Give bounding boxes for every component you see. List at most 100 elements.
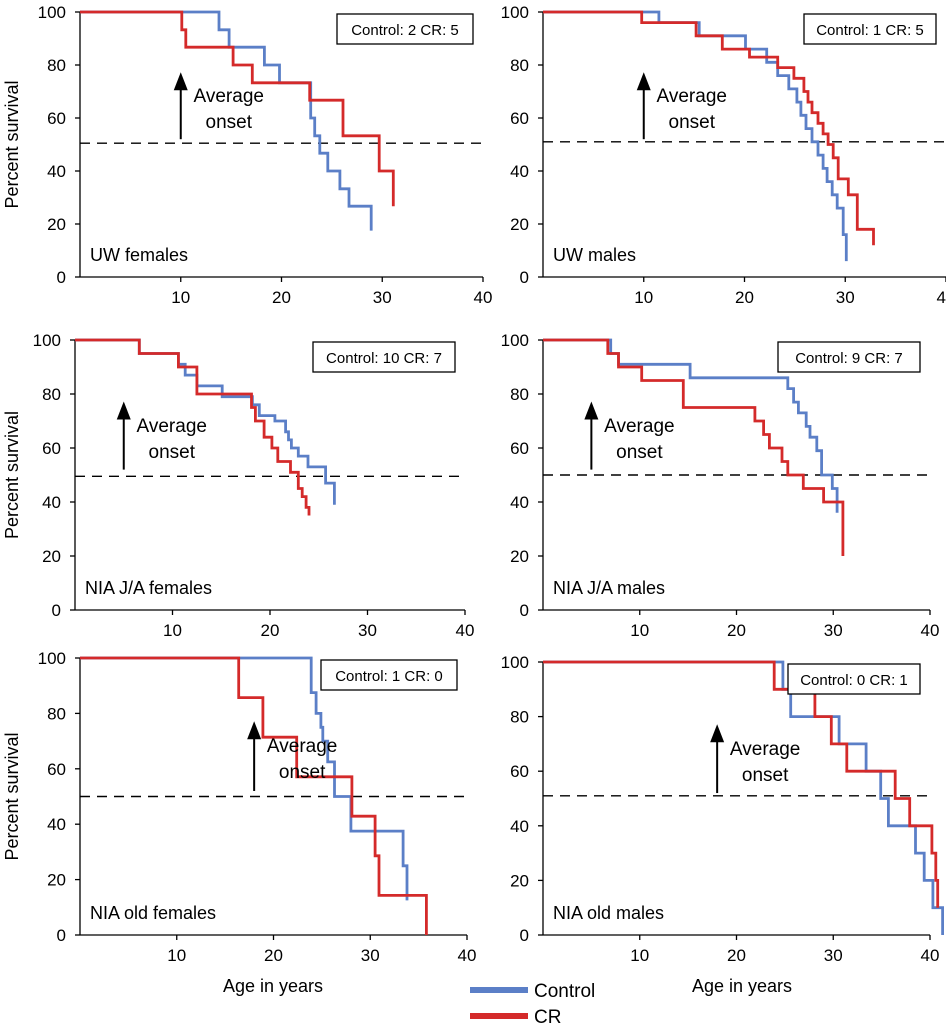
- x-tick-label: 20: [727, 621, 746, 640]
- x-tick-label: 20: [727, 946, 746, 965]
- y-tick-label: 0: [520, 601, 529, 620]
- y-tick-label: 20: [47, 871, 66, 890]
- y-tick-label: 40: [47, 815, 66, 834]
- series-line-control: [543, 660, 944, 935]
- annotation-text: Control: 9 CR: 7: [795, 350, 903, 367]
- onset-arrow-head: [710, 724, 725, 743]
- panel-title: UW females: [90, 245, 188, 265]
- y-tick-label: 100: [38, 649, 66, 668]
- x-tick-label: 30: [361, 946, 380, 965]
- y-tick-label: 60: [47, 760, 66, 779]
- series-line-cr: [80, 656, 428, 935]
- y-tick-label: 0: [52, 601, 61, 620]
- y-tick-label: 80: [47, 56, 66, 75]
- y-axis-title: Percent survival: [2, 411, 22, 539]
- y-tick-label: 20: [510, 871, 529, 890]
- y-tick-label: 0: [57, 268, 66, 287]
- y-tick-label: 0: [520, 926, 529, 945]
- y-tick-label: 0: [57, 926, 66, 945]
- x-tick-label: 30: [824, 946, 843, 965]
- onset-arrow-head: [584, 401, 599, 420]
- panel-title: NIA old males: [553, 903, 664, 923]
- y-tick-label: 20: [42, 547, 61, 566]
- onset-arrow-head: [636, 72, 651, 91]
- y-tick-label: 100: [33, 331, 61, 350]
- onset-label-line2: onset: [669, 112, 716, 133]
- y-tick-label: 40: [42, 493, 61, 512]
- x-tick-label: 10: [167, 946, 186, 965]
- legend: Control CR: [470, 981, 595, 1028]
- chart-panel-3: 0 20 40 60 80 100 10 20 30 40 Percent survival Cont…: [2, 331, 474, 640]
- series-line-cr: [543, 10, 875, 246]
- x-tick-label: 40: [921, 621, 940, 640]
- annotation-text: Control: 1 CR: 5: [816, 22, 924, 39]
- x-tick-label: 40: [921, 946, 940, 965]
- y-tick-label: 60: [510, 109, 529, 128]
- x-tick-label: 30: [836, 288, 855, 307]
- y-tick-label: 20: [47, 215, 66, 234]
- series-line-cr: [543, 338, 845, 556]
- x-tick-label: 10: [630, 621, 649, 640]
- legend-label-control: Control: [534, 981, 595, 1002]
- x-tick-label: 30: [824, 621, 843, 640]
- x-tick-label: 30: [358, 621, 377, 640]
- annotation-text: Control: 0 CR: 1: [800, 672, 908, 689]
- y-axis-title: Percent survival: [2, 732, 22, 860]
- onset-label-line2: onset: [149, 442, 196, 463]
- series-line-control: [80, 656, 409, 901]
- annotation-box: [777, 341, 921, 373]
- onset-arrow-head: [247, 721, 262, 740]
- annotation-box: [312, 341, 456, 373]
- x-tick-label: 30: [373, 288, 392, 307]
- y-tick-label: 60: [47, 109, 66, 128]
- series-line-control: [543, 10, 848, 262]
- chart-panel-6: 0 20 40 60 80 100 10 20 30 40 Control: 0 CR: 1 NIA …: [501, 653, 944, 965]
- onset-label-line2: onset: [742, 765, 789, 786]
- onset-label-line2: onset: [279, 762, 326, 783]
- y-tick-label: 40: [510, 493, 529, 512]
- onset-arrow-head: [116, 401, 131, 420]
- y-tick-label: 80: [42, 385, 61, 404]
- onset-arrow-head: [173, 72, 188, 91]
- panel-title: NIA J/A males: [553, 578, 665, 598]
- x-tick-label: 40: [937, 288, 946, 307]
- y-tick-label: 40: [510, 162, 529, 181]
- y-tick-label: 80: [47, 704, 66, 723]
- x-axis-title-left: Age in years: [223, 976, 323, 996]
- annotation-box: [336, 13, 474, 45]
- x-tick-label: 20: [264, 946, 283, 965]
- series-line-cr: [75, 338, 311, 516]
- chart-panel-2: 0 20 40 60 80 100 10 20 30 40 Control: 1 CR: 5 UW m…: [501, 3, 946, 307]
- panel-title: NIA old females: [90, 903, 216, 923]
- x-axis-title-right: Age in years: [692, 976, 792, 996]
- y-tick-label: 40: [47, 162, 66, 181]
- y-tick-label: 80: [510, 56, 529, 75]
- x-tick-label: 10: [634, 288, 653, 307]
- y-tick-label: 100: [38, 3, 66, 22]
- annotation-box: [787, 663, 921, 695]
- onset-label-line1: Average: [730, 739, 800, 760]
- panel-title: UW males: [553, 245, 636, 265]
- x-tick-label: 40: [458, 946, 477, 965]
- y-axis-title: Percent survival: [2, 80, 22, 208]
- x-tick-label: 40: [456, 621, 475, 640]
- onset-label-line2: onset: [206, 112, 253, 133]
- y-tick-label: 100: [501, 331, 529, 350]
- chart-panel-1: 0 20 40 60 80 100 10 20 30 40 Percent survival Cont…: [2, 3, 492, 307]
- onset-label-line1: Average: [604, 416, 674, 437]
- series-line-control: [80, 10, 373, 231]
- chart-panel-4: 0 20 40 60 80 100 10 20 30 40 Control: 9 CR: 7 NIA …: [501, 331, 940, 640]
- y-tick-label: 60: [510, 762, 529, 781]
- onset-label-line1: Average: [194, 86, 264, 107]
- x-tick-label: 20: [272, 288, 291, 307]
- x-tick-label: 20: [261, 621, 280, 640]
- x-tick-label: 20: [735, 288, 754, 307]
- panel-title: NIA J/A females: [85, 578, 212, 598]
- series-line-control: [75, 338, 336, 505]
- x-tick-label: 10: [171, 288, 190, 307]
- annotation-box: [803, 13, 937, 45]
- x-tick-label: 40: [474, 288, 493, 307]
- y-tick-label: 100: [501, 3, 529, 22]
- legend-label-cr: CR: [534, 1007, 561, 1028]
- annotation-box: [320, 659, 458, 691]
